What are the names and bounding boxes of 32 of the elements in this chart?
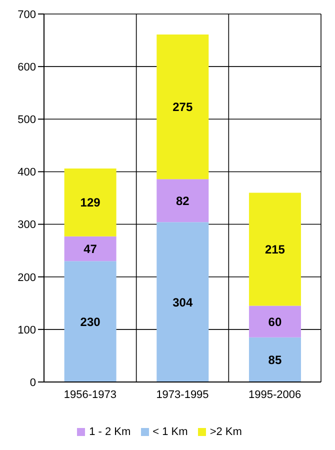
data-label: 60: [268, 314, 282, 329]
bar: [248, 306, 301, 338]
y-tick-label: 500: [18, 114, 36, 126]
data-label: 304: [172, 295, 193, 310]
data-label: 275: [172, 100, 193, 114]
y-tick-label: 100: [18, 324, 36, 336]
data-label: 215: [264, 242, 286, 257]
data-label: 85: [268, 352, 282, 367]
x-tick-label: 1995-2006: [248, 388, 302, 401]
y-tick-label: 600: [18, 61, 36, 74]
data-label: 82: [176, 194, 190, 208]
legend-label: < 1 Km: [152, 426, 188, 438]
bar: [156, 179, 209, 222]
bar: [248, 192, 301, 306]
data-label: 47: [84, 242, 98, 256]
legend-label: >2 Km: [210, 426, 242, 438]
bar: [64, 261, 116, 382]
x-tick-label: 1956-1973: [64, 388, 116, 401]
bar: [64, 236, 116, 262]
y-tick-label: 700: [18, 8, 36, 21]
bar: [64, 168, 116, 236]
x-tick-label: 1973-1995: [156, 388, 209, 401]
data-label: 129: [80, 196, 101, 210]
bar: [248, 337, 301, 382]
legend-label: 1 - 2 Km: [89, 426, 131, 438]
data-label: 230: [80, 314, 101, 329]
y-tick-label: 400: [18, 166, 36, 179]
y-tick-label: 300: [18, 219, 36, 232]
y-tick-label: 200: [18, 272, 36, 284]
y-tick-label: 0: [30, 376, 36, 389]
bar: [156, 222, 209, 382]
bar: [156, 34, 209, 180]
